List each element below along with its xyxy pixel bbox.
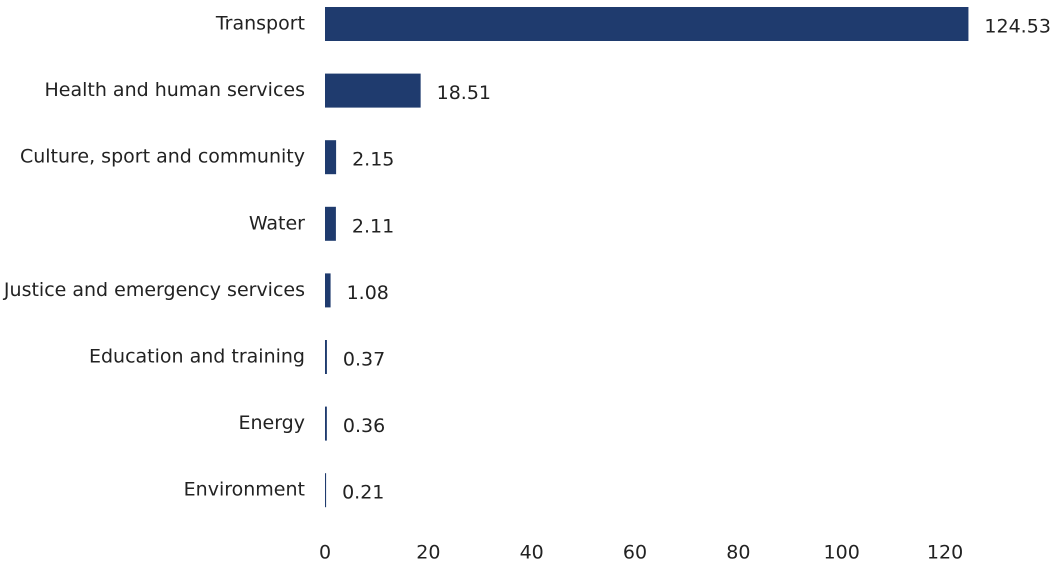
data-label: 0.37 [343,349,385,371]
bar [325,406,327,441]
y-tick-label: Transport [215,13,305,35]
y-tick-label: Culture, sport and community [20,146,305,168]
bar [325,473,327,508]
bar [325,140,337,175]
data-label: 18.51 [437,82,491,104]
x-tick-label: 40 [520,542,544,564]
data-label: 2.15 [352,149,394,171]
y-tick-label: Water [249,212,305,234]
bar [325,273,331,308]
y-tick-label: Education and training [89,346,305,368]
bar [325,206,336,241]
x-tick-label: 20 [416,542,440,564]
x-tick-label: 60 [623,542,647,564]
x-tick-label: 80 [726,542,750,564]
data-label: 1.08 [347,282,389,304]
x-tick-label: 100 [824,542,860,564]
bar [325,73,421,108]
y-tick-label: Energy [238,412,305,434]
data-label: 0.36 [343,415,385,437]
y-tick-label: Justice and emergency services [3,279,305,301]
x-tick-label: 0 [319,542,331,564]
y-tick-label: Environment [184,479,305,501]
data-label: 124.53 [984,16,1050,38]
data-label: 2.11 [352,215,394,237]
bar [325,340,327,374]
y-tick-label: Health and human services [45,79,306,101]
x-tick-label: 120 [927,542,963,564]
data-label: 0.21 [342,482,384,504]
bar [325,7,969,41]
